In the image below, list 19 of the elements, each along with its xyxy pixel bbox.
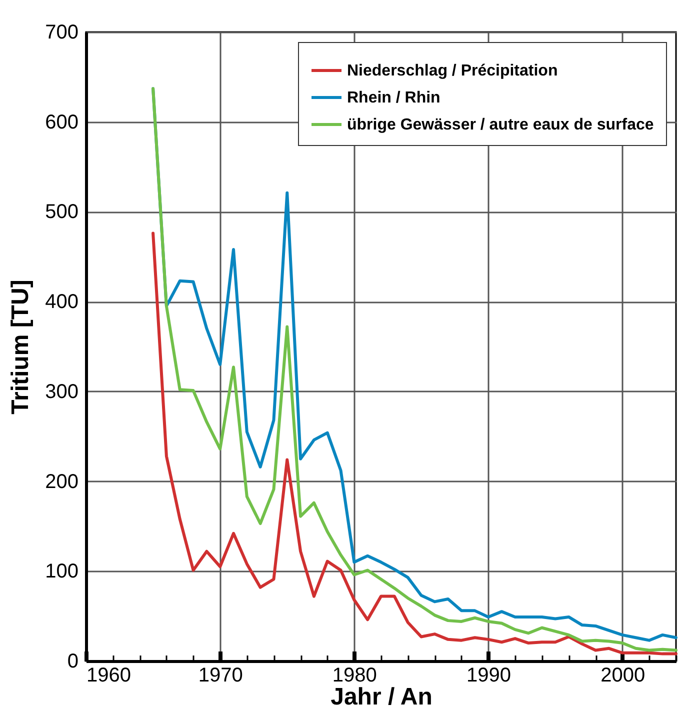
y-tick-label: 300 [45,380,78,403]
y-tick-label: 500 [45,201,78,224]
y-axis-title: Tritium [TU] [7,280,34,414]
x-tick-label: 1970 [198,664,243,686]
x-tick-label: 1960 [86,664,131,686]
y-tick-label: 0 [67,650,78,672]
y-tick-label: 200 [45,470,78,493]
x-tick-label: 2000 [600,664,646,686]
y-tick-label: 400 [45,291,78,314]
y-tick-label: 100 [45,560,78,583]
x-axis-title: Jahr / An [330,684,432,706]
y-tick-label: 700 [45,22,78,44]
legend-label: übrige Gewässer / autre eaux de surface [347,116,654,134]
legend-label: Rhein / Rhin [347,90,440,106]
y-tick-label: 600 [45,111,78,134]
line-series [152,232,678,656]
legend-label: Niederschlag / Précipitation [347,62,558,80]
x-tick-label: 1980 [332,664,377,686]
x-tick-label: 1990 [466,664,512,686]
